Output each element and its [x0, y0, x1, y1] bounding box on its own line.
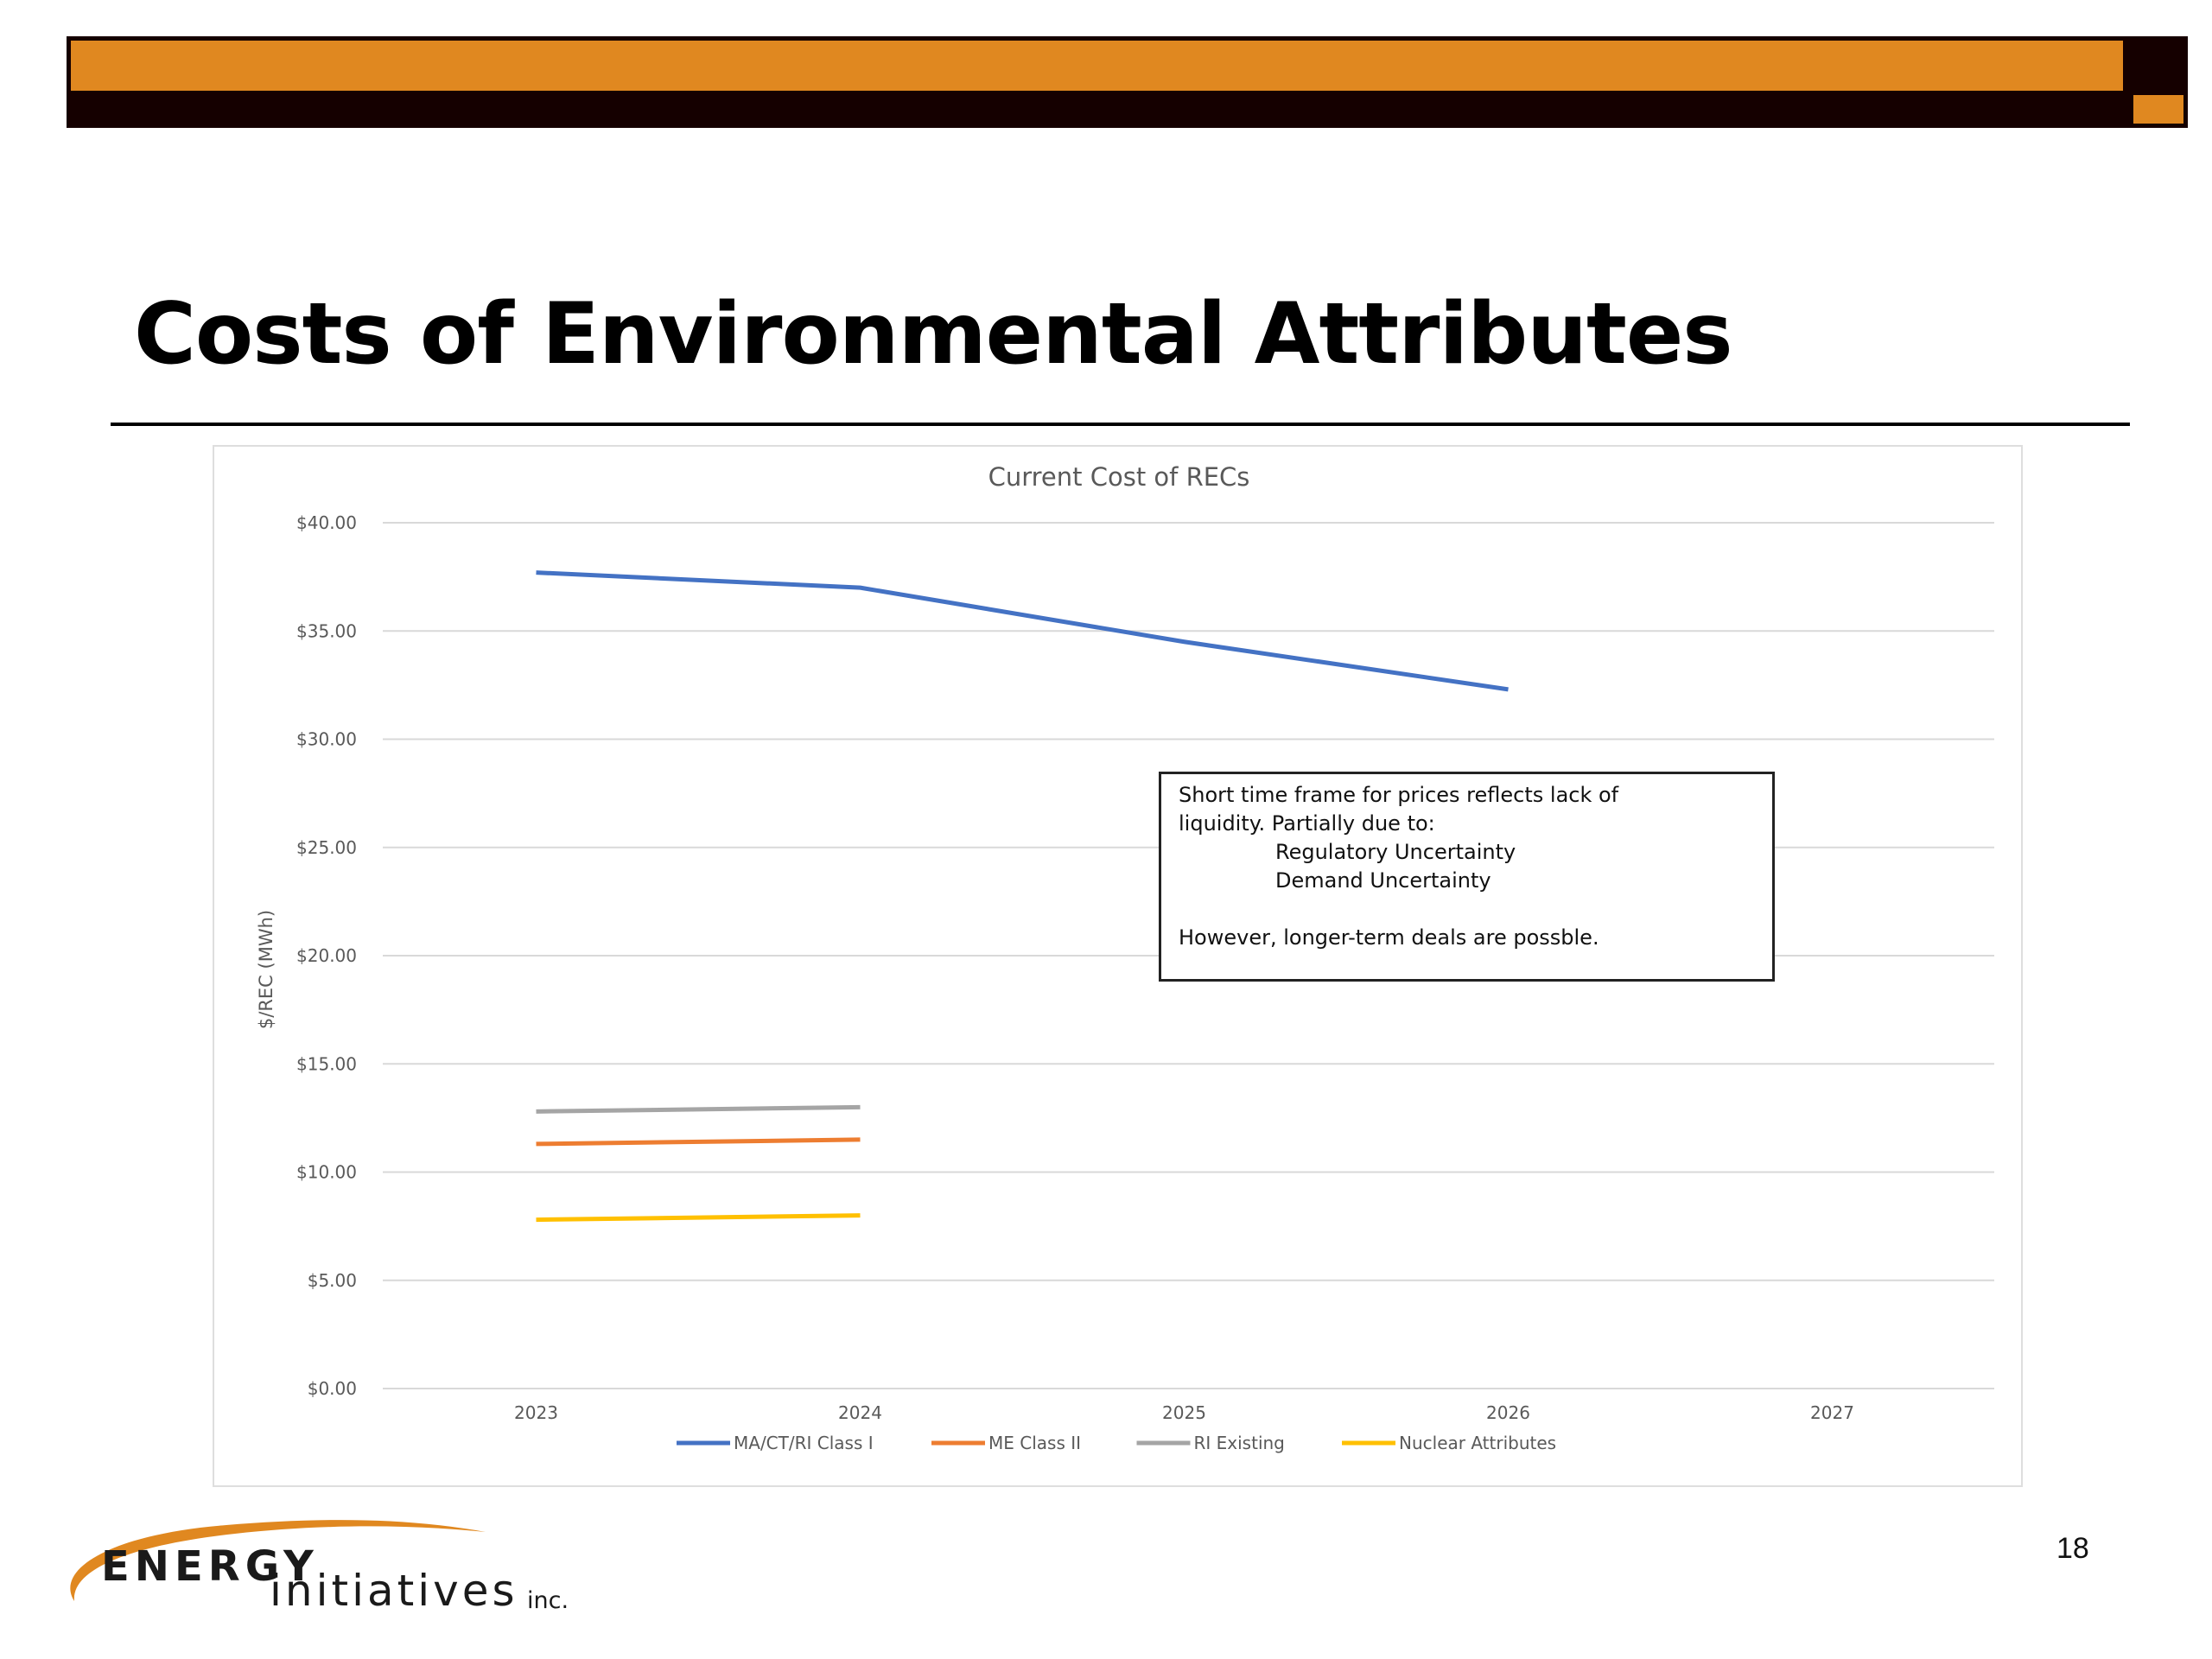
y-tick-label: $5.00	[308, 1270, 357, 1291]
y-tick-label: $40.00	[296, 512, 357, 533]
series-line-ma-ct-ri-class-i	[536, 570, 1509, 692]
legend-entry: ME Class II	[988, 1433, 1081, 1453]
header-bar	[67, 36, 2188, 128]
energy-initiatives-logo: ENERGY initiatives inc.	[54, 1499, 589, 1620]
y-axis-label: $/REC (MWh)	[256, 910, 276, 1029]
logo-word-initiatives: initiatives	[270, 1566, 518, 1616]
rec-cost-line-chart: Current Cost of RECs $/REC (MWh) $0.00 $5…	[256, 462, 1994, 1453]
x-tick-label: 2023	[514, 1402, 558, 1423]
chart-title: Current Cost of RECs	[988, 462, 1250, 492]
logo-word-energy: ENERGY	[101, 1542, 319, 1591]
annotation-line: Regulatory Uncertainty	[1275, 840, 1516, 864]
x-tick-label: 2026	[1486, 1402, 1530, 1423]
annotation-line: However, longer-term deals are possble.	[1179, 925, 1599, 950]
header-accent-stripe	[71, 41, 2123, 91]
y-tick-label: $20.00	[296, 945, 357, 966]
series-line-me-class-ii	[536, 1137, 861, 1147]
x-tick-label: 2025	[1162, 1402, 1206, 1423]
annotation-line: Short time frame for prices reflects lac…	[1179, 783, 1619, 807]
legend-entry: MA/CT/RI Class I	[734, 1433, 874, 1453]
series-line-ri-existing	[536, 1104, 861, 1114]
header-accent-square	[2133, 95, 2183, 124]
y-tick-label: $25.00	[296, 837, 357, 858]
logo-word-inc: inc.	[527, 1587, 569, 1614]
y-tick-label: $0.00	[308, 1378, 357, 1399]
annotation-line: Demand Uncertainty	[1275, 868, 1491, 893]
annotation-line: liquidity. Partially due to:	[1179, 811, 1435, 836]
y-tick-label: $35.00	[296, 620, 357, 641]
chart-annotation-box: Short time frame for prices reflects lac…	[1159, 772, 1775, 982]
y-tick-label: $15.00	[296, 1053, 357, 1074]
legend-entry: RI Existing	[1194, 1433, 1285, 1453]
series-line-nuclear-attributes	[536, 1213, 861, 1223]
logo-swoosh-icon	[70, 1520, 486, 1601]
x-tick-label: 2027	[1810, 1402, 1854, 1423]
chart-frame: Current Cost of RECs $/REC (MWh) $0.00 $5…	[213, 445, 2023, 1487]
x-tick-label: 2024	[838, 1402, 882, 1423]
y-tick-label: $10.00	[296, 1162, 357, 1183]
title-divider	[111, 423, 2130, 426]
y-tick-label: $30.00	[296, 729, 357, 750]
page-number: 18	[2056, 1532, 2089, 1565]
legend-entry: Nuclear Attributes	[1399, 1433, 1556, 1453]
slide-title: Costs of Environmental Attributes	[134, 285, 1733, 384]
